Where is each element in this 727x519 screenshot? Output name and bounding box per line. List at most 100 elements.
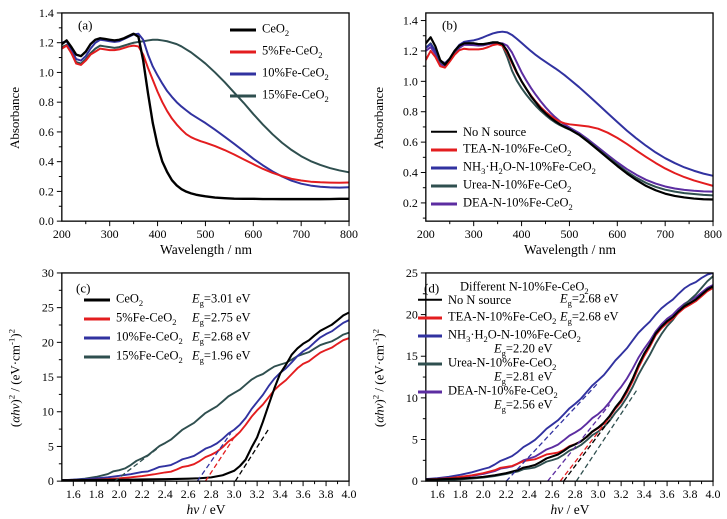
legend-label: 15%Fe-CeO2 [262,87,329,104]
svg-text:0.4: 0.4 [403,166,418,180]
curve-no-n-source [425,36,714,201]
legend-item-no-n-source: No N source [418,294,511,307]
svg-text:1.4: 1.4 [39,6,54,20]
tick-labels: 1.6 1.8 2.0 2.2 2.4 2.6 2.8 3.0 3.2 3.4 3.6 3.8 4.0 0… [406,266,721,501]
svg-text:800: 800 [340,227,358,241]
bandgap-tangent-line [204,433,237,482]
legend-item-urea-n-10-fe-ceo-2: Urea-N-10%Fe-CeO2 [431,178,571,194]
legend-label: No N source [463,124,527,139]
panel-a-absorbance-fe-ceo2: 200 300 400 500 600 700 800 0.0 0.2 0.4 0.6 0.8 1.0 1… [0,0,363,259]
svg-text:2.2: 2.2 [499,487,514,501]
plot-frame [425,12,714,222]
legend-item-nh-3-h-2o-n-10-fe-ceo-2: NH3·H2O-N-10%Fe-CeO2 [418,327,581,344]
bandgap-tangent-line [196,432,232,482]
svg-text:2.8: 2.8 [568,487,583,501]
legend-item-tea-n-10-fe-ceo-2: TEA-N-10%Fe-CeO2 [431,142,571,158]
bandgap-tangent-lines [114,428,270,482]
bandgap-value-urea-n-10-fe-ceo-2: Eg=2.81 eV [494,369,553,386]
bandgap-value-nh-3-h-2o-n-10-fe-ceo-2: Eg=2.20 eV [494,341,553,358]
legend-label: NH3·H2O-N-10%Fe-CeO2 [463,159,596,176]
curve-ceo-2 [61,311,350,482]
bandgap-value-10-fe-ceo-2: Eg=2.68 eV [192,329,251,346]
plot-frame [61,12,350,222]
legend-label: 5%Fe-CeO2 [262,43,323,60]
bandgap-tangent-line [114,447,159,482]
svg-text:3.4: 3.4 [637,487,652,501]
bandgap-tangent-line [559,419,608,482]
legend-swatch-10-fe-ceo-2 [230,72,256,76]
curve-nh-3-h-2o-n-10-fe-ceo-2 [425,272,714,480]
legend-item-nh-3-h-2o-n-10-fe-ceo-2: NH3·H2O-N-10%Fe-CeO2 [431,159,596,176]
legend-label: 15%Fe-CeO2 [116,348,183,365]
svg-text:200: 200 [53,227,71,241]
legend-swatch-nh-3-h-2o-n-10-fe-ceo-2 [418,334,442,338]
svg-text:3.8: 3.8 [319,487,334,501]
svg-text:20: 20 [406,308,418,322]
svg-text:0.6: 0.6 [403,135,418,149]
tick-labels: 200 300 400 500 600 700 800 0.2 0.4 0.6 0.8 1.0 1.2 1… [403,14,722,242]
legend-swatch-15-fe-ceo-2 [230,94,256,98]
svg-text:4.0: 4.0 [342,487,357,501]
svg-text:1.8: 1.8 [453,487,468,501]
legend-item-15-fe-ceo-2: 15%Fe-CeO2 [84,348,183,365]
y-axis-label: (αhν)2 / (eV·cm-1)2 [370,328,387,427]
legend-item-5-fe-ceo-2: 5%Fe-CeO2 [84,311,177,327]
legend-label: 10%Fe-CeO2 [262,65,329,82]
legend-item-ceo-2: CeO2 [230,21,290,38]
panel-d-tauc-n-sources: 1.6 1.8 2.0 2.2 2.4 2.6 2.8 3.0 3.2 3.4 3.6 3.8 4.0 0… [364,260,727,519]
legend-swatch-no-n-source [431,130,457,134]
svg-text:3.6: 3.6 [660,487,675,501]
x-axis-label: Wavelength / nm [524,242,616,257]
curve-10-fe-ceo-2 [61,319,350,482]
chart-canvas-b: 200 300 400 500 600 700 800 0.2 0.4 0.6 0.8 1.0 1.2 1… [403,12,722,242]
series-curves [61,32,350,201]
legend-item-dea-n-10-fe-ceo-2: DEA-N-10%Fe-CeO2 [431,196,573,212]
svg-text:500: 500 [560,227,578,241]
legend-label: CeO2 [262,21,290,38]
axis-ticks [56,12,350,227]
y-axis-label: Absorbance [371,86,386,149]
legend-swatch-10-fe-ceo-2 [84,336,110,340]
legend-swatch-5-fe-ceo-2 [84,317,110,321]
svg-text:2.0: 2.0 [112,487,127,501]
svg-text:0: 0 [412,474,418,488]
svg-text:3.0: 3.0 [227,487,242,501]
svg-text:1.6: 1.6 [66,487,81,501]
curve-15-fe-ceo-2 [61,38,350,174]
bandgap-value-dea-n-10-fe-ceo-2: Eg=2.56 eV [494,397,553,414]
curve-dea-n-10-fe-ceo-2 [425,41,714,193]
svg-text:15: 15 [406,349,418,363]
panel-label-d: (d) [424,280,440,296]
svg-text:3.4: 3.4 [273,487,288,501]
svg-text:25: 25 [42,301,54,315]
bandgap-tangent-line [234,428,270,482]
chart-canvas-c: 1.6 1.8 2.0 2.2 2.4 2.6 2.8 3.0 3.2 3.4 3.6 3.8 4.0 0… [42,266,357,501]
svg-text:600: 600 [244,227,262,241]
svg-text:30: 30 [42,266,54,280]
svg-text:15: 15 [42,370,54,384]
svg-text:2.0: 2.0 [476,487,491,501]
legend-item-dea-n-10-fe-ceo-2: DEA-N-10%Fe-CeO2 [418,384,558,400]
bandgap-value-ceo-2: Eg=3.01 eV [192,291,251,308]
tick-labels: 200 300 400 500 600 700 800 0.0 0.2 0.4 0.6 0.8 1.0 1… [39,6,358,241]
svg-text:700: 700 [292,227,310,241]
legend-swatch-nh-3-h-2o-n-10-fe-ceo-2 [431,166,457,170]
legend-swatch-urea-n-10-fe-ceo-2 [431,184,457,188]
svg-text:25: 25 [406,266,418,280]
bandgap-value-15-fe-ceo-2: Eg=1.96 eV [192,348,251,365]
svg-text:3.0: 3.0 [591,487,606,501]
svg-text:3.2: 3.2 [250,487,265,501]
svg-text:20: 20 [42,335,54,349]
bandgap-tangent-lines [505,382,638,482]
curve-5-fe-ceo-2 [61,337,350,482]
chart-canvas-d: 1.6 1.8 2.0 2.2 2.4 2.6 2.8 3.0 3.2 3.4 3.6 3.8 4.0 0… [406,266,721,501]
panel-title: Different N-10%Fe-CeO2 [460,279,589,296]
legend-item-tea-n-10-fe-ceo-2: TEA-N-10%Fe-CeO2 [418,310,556,326]
legend-item-5-fe-ceo-2: 5%Fe-CeO2 [230,43,323,60]
legend-swatch-tea-n-10-fe-ceo-2 [431,148,457,152]
legend-label: NH3·H2O-N-10%Fe-CeO2 [448,327,581,344]
legend-label: CeO2 [116,291,144,308]
bandgap-value-tea-n-10-fe-ceo-2: Eg=2.68 eV [560,309,619,326]
svg-text:1.0: 1.0 [403,74,418,88]
svg-text:1.8: 1.8 [89,487,104,501]
